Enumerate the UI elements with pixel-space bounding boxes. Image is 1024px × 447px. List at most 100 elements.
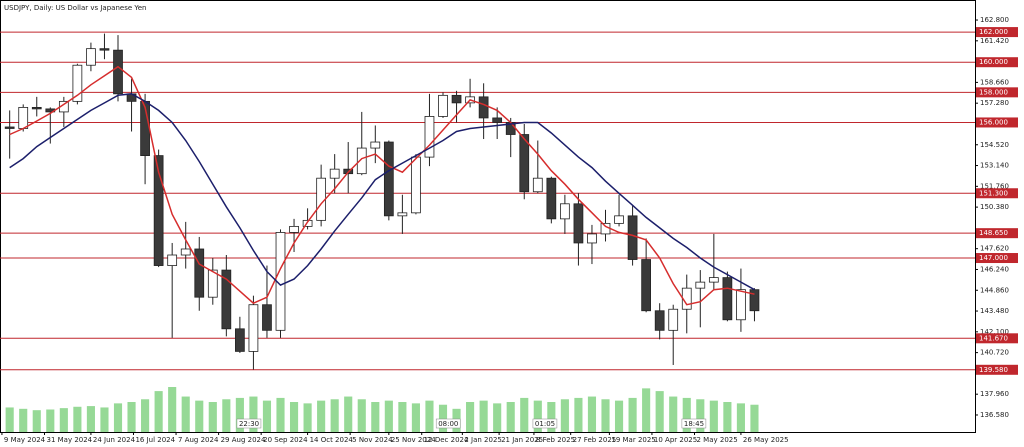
candle-body: [4, 126, 15, 129]
y-tick-label: 162.800: [980, 16, 1009, 24]
volume-bar: [127, 402, 136, 432]
candle-body: [86, 48, 96, 66]
y-tick-label: 150.380: [980, 203, 1009, 211]
volume-bar: [601, 399, 610, 432]
volume-bar: [398, 402, 407, 432]
event-label: 22:30: [239, 420, 259, 428]
volume-bar: [587, 396, 597, 432]
level-label: 139.580: [979, 366, 1008, 374]
volume-bar: [5, 407, 14, 432]
x-tick-label: 25 Nov 2024: [391, 436, 436, 444]
candle-body: [668, 308, 679, 331]
volume-bar: [411, 403, 420, 432]
volume-bar: [479, 400, 488, 432]
volume-bar: [59, 408, 68, 432]
volume-bar: [330, 399, 339, 432]
volume-bar: [249, 396, 258, 432]
volume-bar: [371, 402, 380, 432]
candle-body: [31, 106, 42, 110]
volume-bar: [628, 397, 637, 432]
volume-bar: [669, 396, 678, 432]
candle-body: [600, 222, 611, 235]
volume-bar: [222, 399, 231, 432]
level-label-bg: [976, 27, 1018, 38]
x-tick-label: 12 Dec 2024: [424, 436, 469, 444]
y-tick-label: 154.520: [980, 141, 1009, 149]
volume-bar: [493, 403, 502, 432]
y-tick-label: 142.100: [980, 328, 1009, 336]
y-tick-label: 143.480: [980, 307, 1009, 315]
y-tick-label: 136.580: [980, 411, 1009, 419]
candle-body: [695, 281, 706, 289]
level-label-bg: [976, 117, 1018, 128]
volume-bar: [560, 399, 569, 432]
candle-body: [99, 48, 110, 51]
candle-body: [424, 116, 435, 158]
volume-bar: [154, 391, 163, 432]
candle-body: [451, 94, 462, 104]
volume-bar: [208, 402, 217, 432]
level-label-bg: [976, 188, 1018, 199]
event-label-box: [435, 418, 461, 429]
y-tick-label: 137.960: [980, 390, 1009, 398]
candle-body: [438, 94, 448, 117]
candle-body: [180, 248, 191, 256]
volume-bar: [547, 402, 556, 432]
candle-body: [614, 215, 624, 224]
level-label: 158.000: [979, 88, 1008, 96]
x-tick-label: 2 Jan 2025: [464, 436, 502, 444]
x-tick-label: 21 Jan 2025: [501, 436, 543, 444]
volume-bar: [235, 397, 244, 432]
volume-bar: [574, 397, 583, 432]
candle-body: [370, 141, 381, 149]
volume-bar: [438, 404, 448, 432]
y-tick-label: 158.660: [980, 78, 1009, 86]
level-label-bg: [976, 253, 1018, 264]
candle-body: [221, 269, 232, 330]
x-tick-label: 5 Nov 2024: [352, 436, 393, 444]
volume-bar: [357, 399, 366, 432]
volume-bar: [195, 400, 204, 432]
volume-bar: [682, 397, 691, 432]
candle-body: [411, 156, 421, 214]
candle-body: [289, 225, 299, 233]
candle-body: [329, 168, 340, 179]
volume-bar: [520, 397, 529, 432]
level-label: 147.000: [979, 254, 1008, 262]
event-label-box: [236, 418, 262, 429]
volume-bar: [696, 399, 705, 432]
level-label-bg: [976, 57, 1018, 68]
level-label-bg: [976, 333, 1018, 344]
level-label: 141.670: [979, 334, 1008, 342]
y-tick-label: 151.760: [980, 182, 1009, 190]
candle-body: [560, 203, 570, 220]
candle-body: [654, 310, 665, 331]
y-tick-label: 144.860: [980, 286, 1009, 294]
candle-body: [356, 147, 367, 175]
candle-body: [722, 277, 733, 321]
candle-body: [113, 49, 123, 95]
volume-bar: [642, 388, 651, 432]
volume-bar: [723, 402, 732, 432]
y-tick-label: 161.420: [980, 37, 1009, 45]
event-label: 18:45: [684, 420, 704, 428]
volume-bar: [655, 391, 664, 432]
candle-body: [18, 106, 29, 129]
y-tick-label: 146.240: [980, 265, 1009, 273]
y-tick-label: 153.140: [980, 162, 1009, 170]
candle-body: [736, 289, 746, 321]
candle-body: [708, 277, 719, 283]
volume-bar: [19, 408, 28, 432]
candle-body: [397, 212, 408, 217]
volume-bar: [384, 400, 393, 432]
volume-bar: [100, 407, 109, 432]
candle-body: [248, 304, 259, 352]
level-label-bg: [976, 364, 1018, 375]
candle-body: [383, 141, 394, 217]
candle-body: [492, 117, 503, 123]
volume-bar: [276, 397, 285, 432]
x-tick-label: 10 Apr 2025: [654, 436, 697, 444]
x-tick-label: 9 May 2024: [4, 436, 46, 444]
